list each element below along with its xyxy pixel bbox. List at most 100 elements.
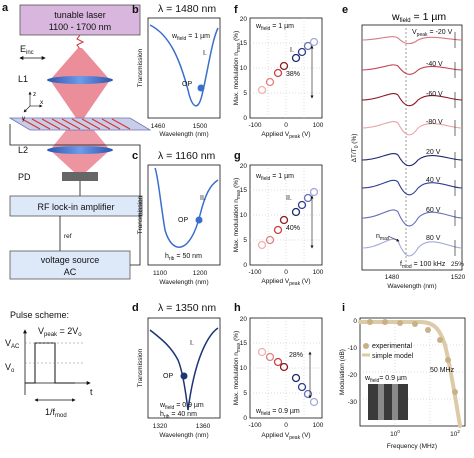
plot-i-xlabel: Frequency (MHz) — [387, 443, 437, 450]
plot-g-pct: 40% — [286, 225, 300, 232]
plot-d-xtick-2: 1360 — [196, 423, 211, 430]
voltage-source — [9, 250, 131, 280]
panel-c: OP II. hrib = 50 nm Transmission 1100 12… — [137, 164, 221, 286]
plot-i-points — [367, 319, 458, 395]
plot-i-wfield: wfield= 0.9 µm — [364, 375, 407, 384]
plot-g-ytick-1: 5 — [243, 237, 247, 244]
plot-e-traces — [361, 36, 463, 257]
plot-d-h: hrib = 40 nm — [160, 411, 197, 420]
panel-g-label: g — [234, 150, 241, 162]
plot-f-ytick-3: 15 — [240, 40, 248, 47]
axis-y-label: y — [22, 115, 26, 122]
plot-f-pct: 38% — [286, 71, 300, 78]
plot-b-mode: I. — [203, 50, 207, 57]
lockin-amplifier — [9, 195, 143, 217]
panel-d-title: λ = 1350 nm — [158, 302, 217, 314]
plot-d-mode: I. — [190, 340, 194, 347]
panel-g: 40% II. wfield = 1 µm Max. modulation nm… — [233, 163, 324, 287]
lens-l2-label: L2 — [18, 145, 28, 155]
plot-i-legend-2: simple model — [372, 353, 414, 360]
plot-g-ylabel: Max. modulation nmax (%) — [233, 178, 242, 253]
panel-h-label: h — [234, 302, 241, 314]
lens-l2 — [47, 146, 113, 154]
plot-g-ytick-3: 15 — [240, 187, 248, 194]
plot-e-v3: -80 V — [426, 119, 443, 126]
plot-e-v1: -40 V — [426, 61, 443, 68]
plot-g-ytick-0: 0 — [243, 262, 247, 269]
plot-i-freq: 50 MHz — [430, 367, 455, 374]
plot-d-op — [180, 372, 188, 380]
panel-h: 28% wfield = 0.9 µm Max. modulation nmax… — [233, 316, 324, 441]
axis-x-label: x — [40, 99, 44, 106]
plot-h-ytick-2: 10 — [240, 365, 248, 372]
e-inc-label: Einc — [20, 44, 34, 56]
plot-b-op-label: OP — [182, 81, 192, 88]
panel-a-label: a — [2, 2, 9, 14]
panel-e-label: e — [342, 4, 349, 16]
laser-box — [19, 4, 141, 36]
plot-g-ytick-2: 10 — [240, 212, 248, 219]
laser-beam-top — [50, 48, 110, 80]
plot-e-fmod: fmod = 100 kHz — [400, 261, 446, 270]
fiber — [76, 34, 85, 50]
plot-e-vpeak: Vpeak = -20 V — [412, 29, 453, 38]
plot-b-wfield: wfield = 1 µm — [171, 33, 210, 42]
plot-h-ytick-4: 20 — [240, 316, 248, 323]
amp-label: RF lock-in amplifier — [37, 202, 114, 212]
plot-c-op — [195, 216, 203, 224]
panel-i: experimental simple model 50 MHz wfield=… — [339, 317, 466, 450]
panel-c-title: λ = 1160 nm — [158, 150, 216, 162]
laser-label-2: 1100 - 1700 nm — [49, 22, 111, 32]
panel-d-label: d — [132, 302, 139, 314]
plot-d-frame — [147, 317, 221, 419]
plot-e-pct: 25% — [451, 261, 464, 268]
plot-g-wfield: wfield = 1 µm — [255, 173, 294, 182]
plot-c-curve — [154, 167, 219, 248]
panel-d: OP I. wfield = 0.9 µm hrib = 40 nm Trans… — [137, 317, 221, 439]
plot-i-ytick-1: -10 — [348, 345, 358, 352]
plot-e-title: wfield = 1 µm — [391, 11, 446, 24]
plot-e-nmax: nmax — [376, 233, 390, 242]
panel-f-label: f — [234, 4, 238, 16]
plot-h-ytick-3: 15 — [240, 340, 248, 347]
pulse-title: Pulse scheme: — [10, 310, 69, 320]
sample-stripes — [21, 118, 131, 130]
plot-g-xtick-0: -100 — [248, 269, 261, 276]
plot-f-points — [257, 37, 319, 95]
plot-g-mode: II. — [286, 195, 292, 202]
panel-b-label: b — [132, 4, 139, 16]
plot-h-pct: 28% — [289, 352, 303, 359]
panel-e: wfield = 1 µm Vpeak = -20 V -40 V -60 V … — [351, 11, 466, 290]
plot-e-v6: 60 V — [426, 207, 441, 214]
plot-b-xlabel: Wavelength (nm) — [159, 131, 208, 138]
t-label: t — [90, 387, 93, 397]
plot-b-xtick-1: 1460 — [151, 123, 166, 130]
plot-e-v7: 80 V — [426, 235, 441, 242]
plot-h-xlabel: Applied Vpeak (V) — [261, 432, 310, 441]
plot-d-wfield: wfield = 0.9 µm — [159, 402, 204, 411]
plot-f-ytick-4: 20 — [240, 16, 248, 23]
panel-f: 38% I. wfield = 1 µm Max. modulation nma… — [233, 16, 324, 140]
lens-l1-label: L1 — [18, 74, 28, 84]
plot-i-ylabel: Modulation (dB) — [339, 349, 346, 395]
plot-b-ylabel: Transmission — [137, 48, 144, 87]
pd-label: PD — [18, 172, 31, 182]
laser-beam-mid — [50, 80, 110, 118]
vpeak-eq: Vpeak = 2Vo — [38, 326, 82, 338]
plot-c-mode: II. — [200, 195, 206, 202]
vs-label-2: AC — [64, 267, 77, 277]
plot-f-xtick-0: -100 — [248, 122, 261, 129]
plot-g-xlabel: Applied Vpeak (V) — [261, 278, 310, 287]
axis-z-label: z — [33, 91, 36, 98]
plot-c-h: hrib = 50 nm — [165, 253, 202, 262]
plot-f-ylabel: Max. modulation nmax (%) — [233, 31, 242, 106]
plot-i-xtick-0: 100 — [390, 429, 400, 438]
plot-c-xtick-2: 1200 — [193, 270, 208, 277]
plot-e-v4: 20 V — [426, 149, 441, 156]
plot-f-wfield: wfield = 1 µm — [255, 23, 294, 32]
plot-c-ylabel: Transmission — [137, 195, 144, 234]
plot-i-ytick-2: -20 — [348, 372, 358, 379]
ref-label: ref — [64, 233, 72, 240]
plot-d-xtick-1: 1320 — [153, 423, 168, 430]
plot-e-frame — [361, 24, 463, 271]
